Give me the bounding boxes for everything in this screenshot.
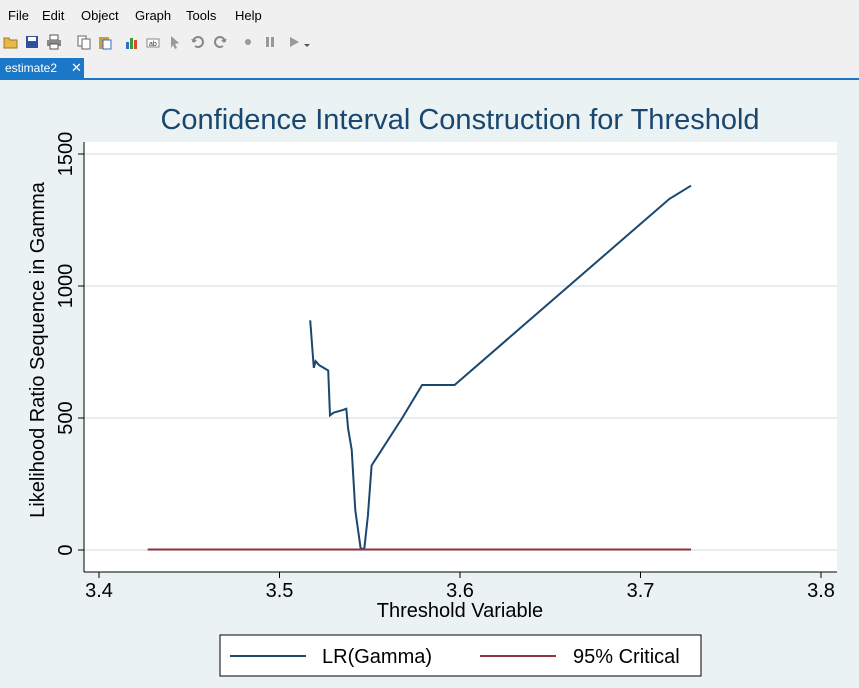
legend: LR(Gamma) 95% Critical [219,634,702,677]
tab-estimate2[interactable]: estimate2 ✕ [0,58,84,78]
copy-icon[interactable] [76,34,92,50]
toolbar: ab [0,30,859,56]
x-tick-label: 3.7 [627,580,655,602]
print-icon[interactable] [46,34,62,50]
menu-edit[interactable]: Edit [42,8,65,23]
chart-title: Confidence Interval Construction for Thr… [160,104,759,136]
tab-label: estimate2 [5,61,58,75]
y-tick-label: 1000 [55,264,77,309]
legend-label-critical: 95% Critical [573,646,680,668]
legend-label-lr: LR(Gamma) [322,646,432,668]
open-icon[interactable] [3,34,19,50]
y-tick-label: 500 [55,401,77,434]
graph-window: Confidence Interval Construction for Thr… [0,80,859,683]
record-icon[interactable] [240,34,256,50]
svg-text:ab: ab [149,41,157,48]
save-icon[interactable] [24,34,40,50]
series-line-lr [309,184,692,550]
menu-tools[interactable]: Tools [186,8,217,23]
y-tick-label: 1500 [55,132,77,177]
x-tick-label: 3.8 [807,580,835,602]
x-tick-label: 3.5 [266,580,294,602]
chart: Confidence Interval Construction for Thr… [27,104,837,677]
x-tick-label: 3.4 [85,580,113,602]
play-dropdown-icon[interactable] [303,34,311,50]
paste-icon[interactable] [97,34,113,50]
menu-graph[interactable]: Graph [135,8,172,23]
menu-help[interactable]: Help [235,8,262,23]
menu-object[interactable]: Object [81,8,119,23]
pointer-icon[interactable] [168,34,184,50]
y-axis-label: Likelihood Ratio Sequence in Gamma [27,181,49,518]
graph-editor-icon[interactable] [124,34,140,50]
undo-icon[interactable] [190,34,206,50]
rename-icon[interactable]: ab [146,34,162,50]
tab-strip: estimate2 ✕ [0,56,859,80]
redo-icon[interactable] [212,34,228,50]
close-icon[interactable]: ✕ [71,60,82,75]
menu-bar: File Edit Object Graph Tools Help [0,0,859,30]
pause-icon[interactable] [262,34,278,50]
play-icon[interactable] [286,34,302,50]
x-axis-label: Threshold Variable [377,600,543,622]
x-tick-label: 3.6 [446,580,474,602]
menu-file[interactable]: File [8,8,29,23]
y-tick-label: 0 [55,544,77,555]
plot-area [84,142,837,572]
